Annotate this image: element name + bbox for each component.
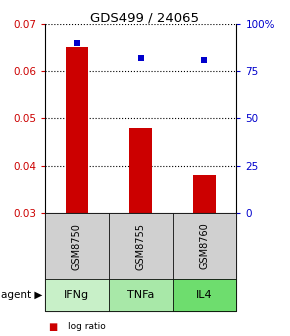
Text: ■: ■ bbox=[48, 322, 57, 332]
Text: IFNg: IFNg bbox=[64, 290, 89, 300]
Bar bbox=[130, 128, 152, 213]
Text: TNFa: TNFa bbox=[127, 290, 154, 300]
Text: GDS499 / 24065: GDS499 / 24065 bbox=[90, 12, 200, 25]
Text: GSM8760: GSM8760 bbox=[200, 223, 209, 269]
Text: agent ▶: agent ▶ bbox=[1, 290, 43, 300]
Text: log ratio: log ratio bbox=[68, 323, 106, 331]
Text: IL4: IL4 bbox=[196, 290, 213, 300]
Text: GSM8755: GSM8755 bbox=[136, 223, 146, 269]
Text: GSM8750: GSM8750 bbox=[72, 223, 82, 269]
Bar bbox=[66, 47, 88, 213]
Bar bbox=[193, 175, 216, 213]
